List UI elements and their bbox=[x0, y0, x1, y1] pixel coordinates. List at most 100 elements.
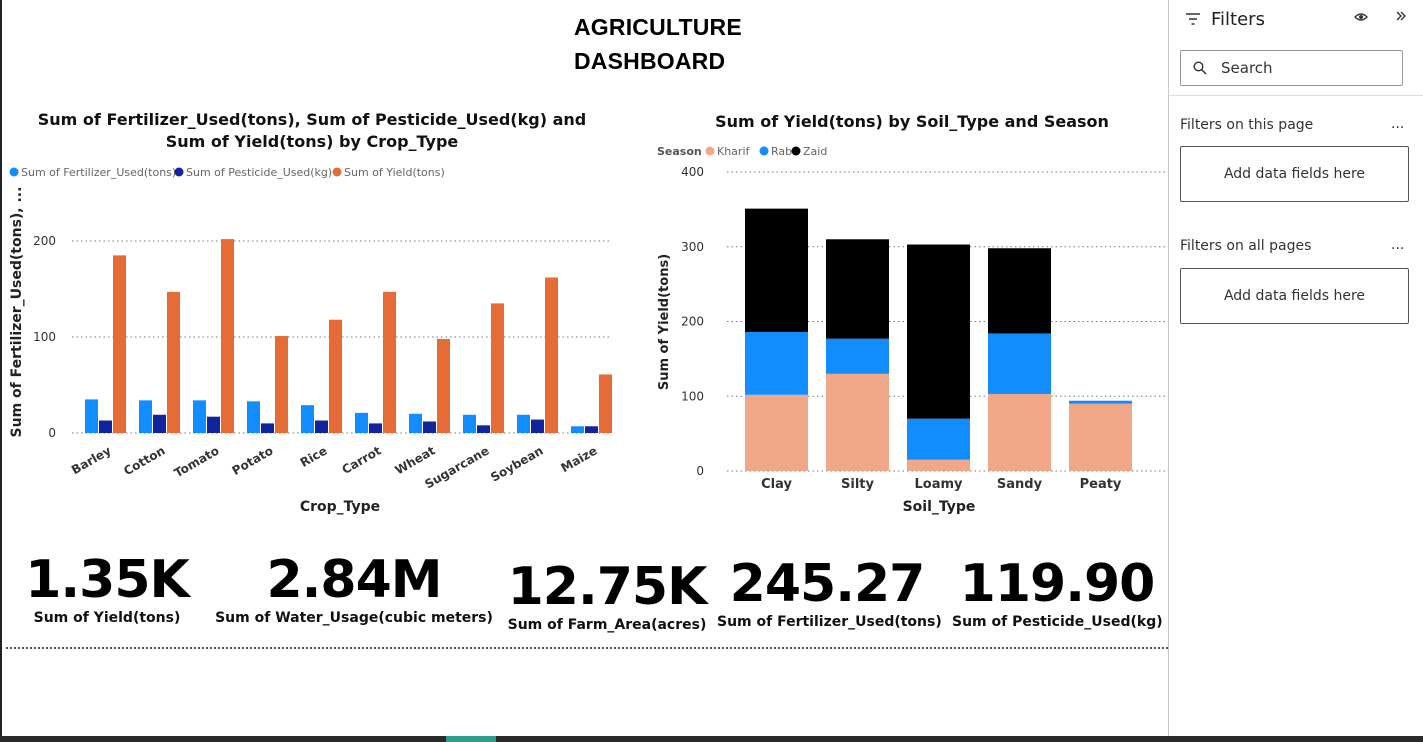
y-tick-label: 100 bbox=[33, 330, 56, 344]
bar bbox=[301, 405, 314, 433]
y-tick-label: 300 bbox=[681, 240, 704, 254]
x-tick-label: Carrot bbox=[339, 443, 383, 477]
bar bbox=[85, 399, 98, 433]
bar bbox=[355, 412, 368, 433]
legend-label: Kharif bbox=[717, 145, 751, 158]
kpi-pesticide-used[interactable]: 119.90 Sum of Pesticide_Used(kg) bbox=[952, 554, 1163, 630]
bar bbox=[463, 414, 476, 433]
bar bbox=[261, 423, 274, 433]
bar bbox=[275, 336, 288, 433]
right-chart-title: Sum of Yield(tons) by Soil_Type and Seas… bbox=[715, 112, 1109, 131]
search-placeholder: Search bbox=[1221, 59, 1273, 77]
kpi-label: Sum of Farm_Area(acres) bbox=[507, 617, 707, 633]
bar bbox=[139, 400, 152, 433]
all-pages-filters-dropzone[interactable]: Add data fields here bbox=[1180, 268, 1409, 324]
kpi-water-usage[interactable]: 2.84M Sum of Water_Usage(cubic meters) bbox=[214, 552, 494, 626]
legend-label: Rabi bbox=[771, 145, 795, 158]
bar bbox=[491, 303, 504, 433]
filters-separator bbox=[1169, 95, 1423, 96]
y-tick-label: 0 bbox=[48, 426, 56, 440]
bar bbox=[113, 255, 126, 433]
filters-search-input[interactable]: Search bbox=[1180, 50, 1403, 86]
legend-label: Sum of Fertilizer_Used(tons) bbox=[21, 166, 176, 179]
x-tick-label: Rice bbox=[298, 443, 330, 469]
bar bbox=[221, 239, 234, 433]
x-tick-label: Barley bbox=[69, 443, 114, 477]
report-canvas: AGRICULTURE DASHBOARD Sum of Fertilizer_… bbox=[0, 0, 1168, 742]
filters-all-more-button[interactable]: ... bbox=[1391, 237, 1405, 253]
legend-marker bbox=[791, 146, 801, 156]
filters-title: Filters bbox=[1211, 8, 1265, 30]
taskbar-active-app[interactable] bbox=[446, 736, 496, 742]
y-axis-title: Sum of Fertilizer_Used(tons), ... bbox=[9, 187, 25, 438]
x-tick-label: Loamy bbox=[914, 477, 963, 492]
taskbar bbox=[0, 736, 1423, 742]
bar bbox=[409, 413, 422, 433]
legend-marker bbox=[174, 167, 184, 177]
filters-on-this-page-label: Filters on this page bbox=[1180, 117, 1314, 133]
bar-segment bbox=[745, 331, 808, 395]
legend-label: Sum of Pesticide_Used(kg) bbox=[186, 166, 332, 179]
x-tick-label: Maize bbox=[558, 443, 599, 475]
bar-segment bbox=[907, 244, 970, 419]
expand-icon[interactable] bbox=[1395, 10, 1407, 22]
bar-segment bbox=[1069, 400, 1132, 404]
x-tick-label: Silty bbox=[841, 477, 874, 492]
x-axis-title: Crop_Type bbox=[300, 499, 380, 515]
x-tick-label: Cotton bbox=[121, 443, 167, 478]
filters-on-all-pages-label: Filters on all pages bbox=[1180, 238, 1312, 254]
bar bbox=[423, 421, 436, 433]
kpi-label: Sum of Fertilizer_Used(tons) bbox=[717, 614, 942, 630]
bar bbox=[369, 423, 382, 433]
bar bbox=[571, 426, 584, 433]
bar-segment bbox=[826, 338, 889, 374]
y-tick-label: 100 bbox=[681, 389, 704, 403]
bar-segment bbox=[826, 373, 889, 471]
page-filters-dropzone[interactable]: Add data fields here bbox=[1180, 146, 1409, 202]
y-tick-label: 400 bbox=[681, 165, 704, 179]
bar-segment bbox=[1069, 403, 1132, 471]
x-axis-title: Soil_Type bbox=[903, 499, 976, 515]
legend-label: Zaid bbox=[803, 145, 827, 158]
kpi-farm-area[interactable]: 12.75K Sum of Farm_Area(acres) bbox=[507, 557, 708, 633]
legend-marker bbox=[9, 167, 19, 177]
left-chart-title: Sum of Fertilizer_Used(tons), Sum of Pes… bbox=[37, 110, 587, 151]
bar bbox=[437, 338, 450, 433]
bar-segment bbox=[988, 333, 1051, 395]
filter-icon bbox=[1186, 13, 1200, 25]
filters-page-more-button[interactable]: ... bbox=[1391, 116, 1405, 132]
bar-segment bbox=[907, 459, 970, 471]
bar bbox=[477, 425, 490, 433]
legend-title: Season bbox=[657, 145, 702, 158]
bar-segment bbox=[907, 418, 970, 460]
crop-type-clustered-bar-chart[interactable]: Sum of Fertilizer_Used(tons) Sum of Pesti… bbox=[2, 160, 642, 530]
x-tick-label: Tomato bbox=[172, 443, 222, 480]
bar bbox=[545, 277, 558, 433]
bar bbox=[315, 420, 328, 433]
legend-marker bbox=[705, 146, 715, 156]
kpi-value: 1.35K bbox=[25, 550, 190, 610]
y-tick-label: 0 bbox=[696, 464, 704, 478]
dashboard-title: AGRICULTURE DASHBOARD bbox=[574, 14, 742, 74]
kpi-value: 12.75K bbox=[507, 557, 708, 617]
eye-icon[interactable] bbox=[1354, 11, 1368, 23]
kpi-label: Sum of Water_Usage(cubic meters) bbox=[215, 610, 493, 626]
bottom-divider bbox=[6, 647, 1168, 649]
x-tick-label: Soybean bbox=[488, 443, 545, 484]
kpi-value: 119.90 bbox=[959, 554, 1156, 614]
bar bbox=[99, 420, 112, 433]
soil-type-stacked-bar-chart[interactable]: Season Kharif Rabi Zaid 0 100 200 300 400 Clay Sil… bbox=[642, 140, 1170, 520]
bar bbox=[329, 319, 342, 433]
legend-label: Sum of Yield(tons) bbox=[344, 166, 445, 179]
kpi-yield[interactable]: 1.35K Sum of Yield(tons) bbox=[22, 552, 192, 626]
bar bbox=[531, 419, 544, 433]
bar bbox=[247, 401, 260, 433]
kpi-fertilizer-used[interactable]: 245.27 Sum of Fertilizer_Used(tons) bbox=[717, 556, 942, 630]
y-axis-title: Sum of Yield(tons) bbox=[657, 254, 672, 390]
kpi-value: 2.84M bbox=[266, 550, 442, 610]
bar bbox=[193, 400, 206, 433]
kpi-label: Sum of Yield(tons) bbox=[33, 610, 181, 626]
bar-segment bbox=[988, 394, 1051, 471]
kpi-label: Sum of Pesticide_Used(kg) bbox=[952, 614, 1163, 630]
y-tick-label: 200 bbox=[681, 315, 704, 329]
